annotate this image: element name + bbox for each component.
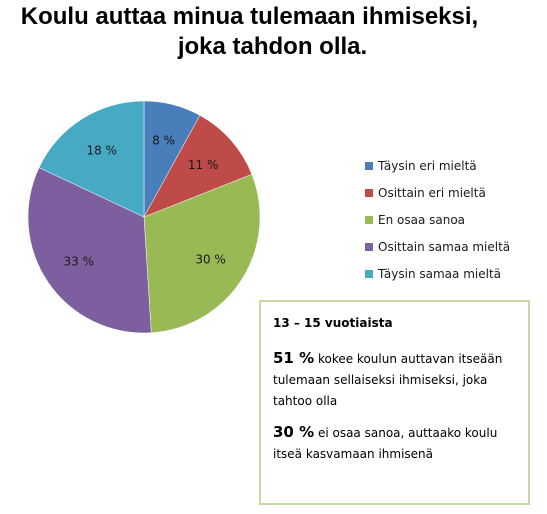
data-label-taysin-eri-mielta: 8 % xyxy=(152,134,175,148)
legend-item-taysin-eri-mielta: Täysin eri mieltä xyxy=(365,152,510,179)
legend-swatch xyxy=(365,242,373,251)
stat-percent: 30 % xyxy=(273,423,315,441)
data-label-osittain-eri-mielta: 11 % xyxy=(188,158,219,172)
summary-heading: 13 – 15 vuotiaista xyxy=(273,316,393,330)
stat-percent: 51 % xyxy=(273,349,315,367)
data-label-en-osaa-sanoa: 30 % xyxy=(195,252,226,266)
pie-slice-en-osaa-sanoa xyxy=(143,173,261,334)
data-label-osittain-samaa-mielta: 33 % xyxy=(64,254,95,268)
legend-item-osittain-samaa-mielta: Osittain samaa mieltä xyxy=(365,233,510,260)
legend-label: En osaa sanoa xyxy=(378,212,466,227)
legend-swatch xyxy=(365,269,373,278)
summary-stat: 30 % ei osaa sanoa, auttaako koulu itseä… xyxy=(273,422,516,465)
legend-label: Täysin eri mieltä xyxy=(378,158,477,173)
legend-swatch xyxy=(365,188,373,197)
chart-title: Koulu auttaa minua tulemaan ihmiseksi, j… xyxy=(0,2,547,62)
legend: Täysin eri mieltä Osittain eri mieltä En… xyxy=(365,152,510,287)
summary-box: 13 – 15 vuotiaista 51 % kokee koulun aut… xyxy=(259,300,530,505)
chart-title-line-2: joka tahdon olla. xyxy=(177,33,368,60)
legend-label: Osittain samaa mieltä xyxy=(378,239,511,254)
legend-label: Täysin samaa mieltä xyxy=(378,266,502,281)
stat-text: kokee koulun auttavan itseään tulemaan s… xyxy=(273,352,503,408)
legend-item-taysin-samaa-mielta: Täysin samaa mieltä xyxy=(365,260,510,287)
pie-slice-taysin-samaa-mielta xyxy=(38,100,145,218)
legend-swatch xyxy=(365,215,373,224)
stat-text: ei osaa sanoa, auttaako koulu itseä kasv… xyxy=(273,426,498,461)
legend-item-en-osaa-sanoa: En osaa sanoa xyxy=(365,206,510,233)
summary-stat: 51 % kokee koulun auttavan itseään tulem… xyxy=(273,348,516,412)
legend-item-osittain-eri-mielta: Osittain eri mieltä xyxy=(365,179,510,206)
pie-slice-osittain-samaa-mielta xyxy=(27,167,152,334)
chart-title-line-1: Koulu auttaa minua tulemaan ihmiseksi, xyxy=(20,3,479,30)
pie-slice-osittain-eri-mielta xyxy=(143,115,253,218)
legend-swatch xyxy=(365,161,373,170)
legend-label: Osittain eri mieltä xyxy=(378,185,486,200)
data-label-taysin-samaa-mielta: 18 % xyxy=(86,143,117,157)
